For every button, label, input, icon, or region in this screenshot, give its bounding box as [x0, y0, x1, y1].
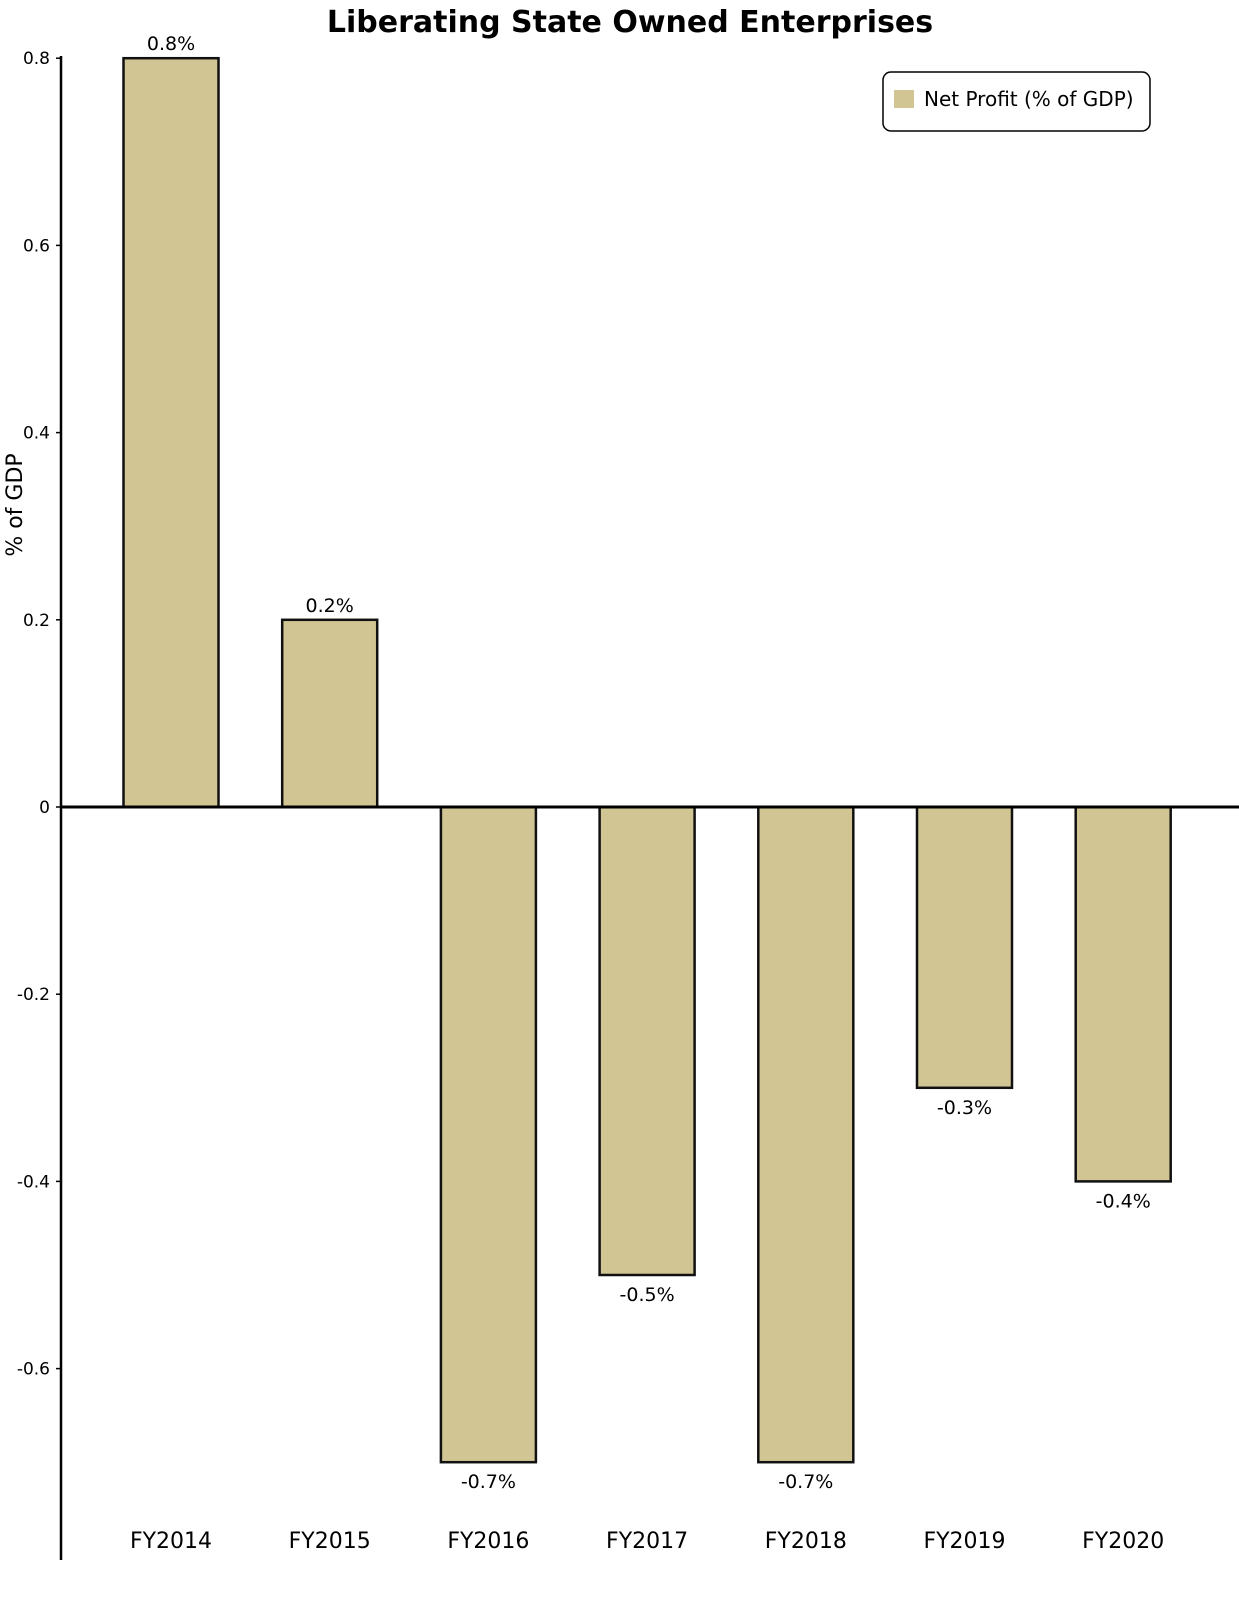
- y-tick-label: 0.4: [23, 424, 50, 444]
- legend-box: [882, 71, 1151, 132]
- y-tick-label: 0.8: [23, 49, 50, 69]
- x-category-label: FY2019: [923, 1529, 1005, 1554]
- value-label: -0.4%: [1096, 1190, 1151, 1212]
- y-tick-label: 0: [39, 798, 50, 818]
- bar-fy2016: [439, 805, 538, 1464]
- bar-fy2014: [122, 56, 220, 809]
- bar-fy2020: [1074, 805, 1172, 1183]
- y-ticks: 0.8 0.6 0.4 0.2 0 -0.2 -0.4 -0.6: [17, 49, 61, 1380]
- bar-fy2019: [915, 805, 1014, 1090]
- value-label: -0.5%: [620, 1284, 675, 1306]
- y-tick-label: -0.2: [17, 985, 50, 1005]
- y-tick-label: -0.4: [17, 1172, 50, 1192]
- bar-fy2018: [757, 805, 855, 1464]
- y-tick-label: -0.6: [17, 1360, 50, 1380]
- bars: [122, 56, 1172, 1464]
- x-category-label: FY2020: [1082, 1529, 1164, 1554]
- x-category-label: FY2016: [447, 1529, 529, 1554]
- value-label: 0.8%: [147, 33, 195, 55]
- category-labels: FY2014 FY2015 FY2016 FY2017 FY2018 FY2019 FY20…: [130, 1529, 1164, 1554]
- value-label: -0.7%: [461, 1471, 516, 1493]
- y-tick-label: 0.2: [23, 611, 50, 631]
- bar-fy2017: [598, 805, 696, 1277]
- legend: Net Profit (% of GDP): [882, 71, 1151, 132]
- value-label: -0.7%: [778, 1471, 833, 1493]
- value-label: -0.3%: [937, 1097, 992, 1119]
- y-tick-label: 0.6: [23, 236, 50, 256]
- legend-swatch: [894, 90, 914, 108]
- value-labels: 0.8% 0.2% -0.7% -0.5% -0.7% -0.3% -0.4%: [147, 33, 1151, 1493]
- x-category-label: FY2017: [606, 1529, 688, 1554]
- chart-title: Liberating State Owned Enterprises: [327, 5, 933, 40]
- legend-label: Net Profit (% of GDP): [924, 87, 1134, 111]
- x-category-label: FY2018: [765, 1529, 847, 1554]
- y-axis-label: % of GDP: [3, 453, 28, 556]
- axes: [59, 56, 1239, 1560]
- x-category-label: FY2014: [130, 1529, 212, 1554]
- x-category-label: FY2015: [289, 1529, 371, 1554]
- bar-fy2015: [280, 618, 379, 809]
- value-label: 0.2%: [306, 595, 354, 617]
